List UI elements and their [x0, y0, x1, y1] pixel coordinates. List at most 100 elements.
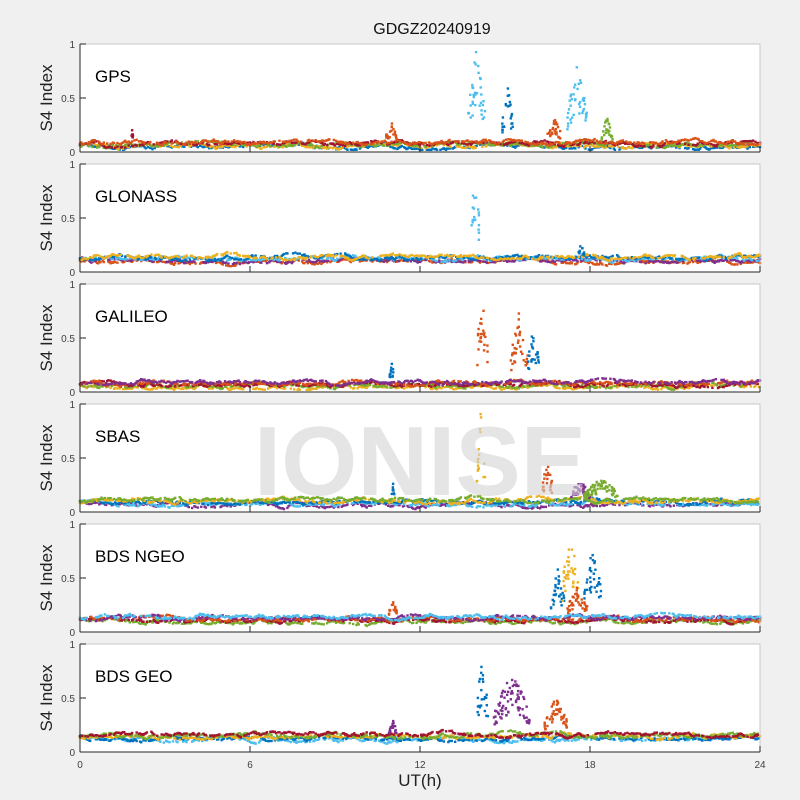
- event-point: [477, 71, 480, 75]
- data-point: [91, 258, 94, 261]
- data-point: [293, 138, 296, 141]
- data-point: [591, 256, 594, 259]
- data-point: [616, 254, 619, 257]
- data-point: [463, 142, 466, 145]
- data-point: [577, 255, 580, 259]
- data-point: [489, 139, 492, 142]
- data-point: [461, 387, 465, 390]
- data-point: [409, 260, 413, 263]
- data-point: [514, 259, 517, 262]
- event-point: [395, 136, 398, 140]
- data-point: [202, 143, 205, 146]
- event-point: [582, 99, 586, 103]
- data-point: [320, 146, 323, 149]
- data-point: [325, 261, 329, 264]
- data-point: [579, 144, 583, 148]
- data-point: [104, 146, 108, 149]
- data-point: [334, 258, 338, 262]
- data-point: [661, 386, 664, 389]
- data-point: [562, 145, 566, 149]
- data-point: [389, 257, 392, 260]
- data-point: [125, 386, 128, 390]
- data-point: [185, 259, 188, 262]
- data-point: [613, 260, 617, 263]
- data-point: [255, 256, 258, 260]
- data-point: [171, 145, 175, 148]
- data-point: [349, 386, 353, 389]
- event-point: [604, 121, 607, 124]
- data-point: [98, 145, 101, 149]
- event-point: [388, 130, 392, 133]
- data-point: [289, 387, 292, 390]
- data-point: [152, 386, 155, 390]
- y-tick-label: 0.5: [61, 94, 75, 105]
- data-point: [390, 386, 393, 389]
- data-point: [625, 142, 628, 145]
- data-point: [585, 141, 588, 144]
- event-point: [390, 122, 394, 125]
- data-point: [242, 387, 245, 391]
- data-point: [351, 141, 355, 144]
- data-point: [210, 256, 213, 259]
- data-point: [443, 254, 447, 257]
- data-point: [172, 263, 176, 266]
- data-point: [494, 256, 498, 260]
- data-point: [270, 141, 273, 144]
- data-point: [421, 148, 424, 152]
- data-point: [469, 258, 473, 261]
- data-point: [614, 142, 618, 146]
- data-point: [385, 142, 389, 145]
- data-points: [78, 194, 762, 268]
- data-point: [300, 260, 304, 263]
- data-point: [595, 259, 598, 262]
- data-point: [712, 381, 715, 385]
- data-point: [656, 388, 660, 391]
- event-point: [549, 134, 552, 138]
- data-point: [687, 143, 690, 146]
- data-point: [333, 387, 337, 391]
- data-point: [555, 386, 559, 390]
- data-point: [383, 139, 387, 143]
- data-point: [654, 260, 657, 263]
- data-point: [611, 254, 614, 258]
- data-point: [149, 140, 152, 144]
- data-point: [710, 384, 713, 387]
- data-point: [546, 260, 550, 264]
- data-point: [521, 142, 525, 145]
- data-point: [660, 145, 663, 149]
- event-point: [602, 130, 605, 133]
- data-point: [378, 141, 381, 144]
- data-point: [295, 138, 298, 141]
- data-point: [127, 384, 130, 388]
- data-point: [102, 380, 105, 383]
- data-point: [193, 256, 196, 259]
- data-point: [160, 257, 163, 261]
- data-point: [733, 253, 737, 256]
- data-point: [676, 142, 679, 145]
- data-point: [127, 387, 130, 390]
- event-point: [130, 129, 134, 132]
- data-point: [83, 385, 86, 388]
- data-point: [157, 260, 160, 264]
- data-point: [501, 140, 504, 144]
- data-point: [161, 260, 164, 264]
- data-point: [469, 254, 473, 257]
- data-point: [694, 136, 697, 140]
- data-point: [220, 257, 223, 260]
- data-point: [339, 143, 342, 147]
- data-point: [204, 255, 207, 259]
- event-point: [608, 133, 611, 137]
- data-point: [560, 258, 563, 261]
- data-point: [543, 139, 546, 142]
- data-point: [433, 141, 436, 145]
- data-point: [249, 260, 253, 263]
- data-point: [407, 385, 410, 389]
- data-point: [138, 143, 142, 147]
- data-point: [142, 385, 145, 388]
- data-points: [78, 50, 762, 152]
- data-point: [499, 257, 502, 260]
- data-point: [189, 260, 193, 263]
- data-point: [421, 254, 424, 257]
- data-point: [305, 256, 308, 260]
- data-point: [273, 254, 277, 258]
